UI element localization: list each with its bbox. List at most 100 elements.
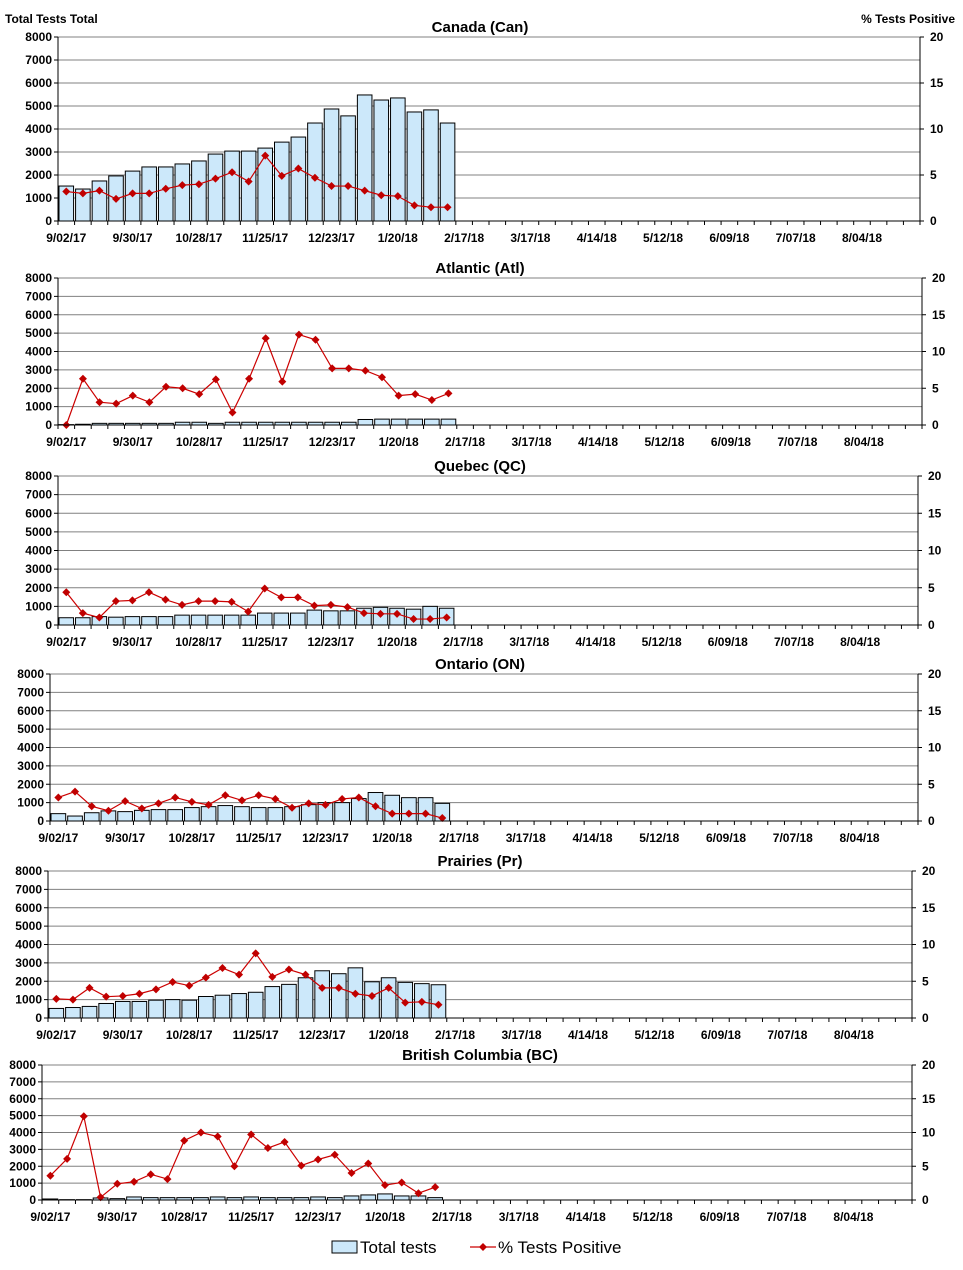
y-left-tick-label: 2000 (25, 168, 52, 182)
x-tick-label: 9/30/17 (112, 635, 152, 649)
y-left-tick-label: 4000 (9, 1126, 36, 1140)
point-pct-positive (78, 189, 87, 198)
x-tick-label: 9/02/17 (38, 831, 78, 845)
point-pct-positive (95, 186, 104, 195)
point-pct-positive (104, 806, 113, 815)
legend: Total tests % Tests Positive (331, 1238, 621, 1257)
y-right-tick-label: 15 (922, 1092, 936, 1106)
point-pct-positive (213, 1132, 222, 1141)
x-tick-label: 11/25/17 (242, 231, 288, 245)
point-pct-positive (163, 1175, 172, 1184)
point-pct-positive (409, 615, 418, 624)
bar-total-tests (167, 809, 184, 822)
x-tick-label: 11/25/17 (236, 831, 282, 845)
y-left-tick-label: 1000 (25, 400, 52, 414)
bar-total-tests (247, 991, 264, 1019)
y-right-tick-label: 20 (932, 271, 946, 285)
y-left-tick-label: 7000 (17, 685, 44, 699)
point-pct-positive (178, 181, 187, 190)
y-left-tick-label: 4000 (25, 122, 52, 136)
point-pct-positive (168, 977, 177, 986)
point-pct-positive (411, 390, 420, 399)
point-pct-positive (278, 377, 287, 386)
y-left-tick-label: 8000 (15, 864, 42, 878)
x-tick-label: 11/25/17 (233, 1028, 279, 1042)
bar-total-tests (240, 150, 257, 222)
point-pct-positive (421, 809, 430, 818)
line-pct-positive (49, 1114, 436, 1199)
point-pct-positive (380, 1181, 389, 1190)
point-pct-positive (284, 965, 293, 974)
point-pct-positive (211, 375, 220, 384)
point-pct-positive (244, 607, 253, 616)
chart-title: Quebec (QC) (434, 458, 526, 475)
point-pct-positive (434, 1000, 443, 1009)
bar-total-tests (373, 99, 390, 222)
point-pct-positive (137, 804, 146, 813)
x-tick-label: 10/28/17 (176, 435, 223, 449)
bar-total-tests (67, 815, 83, 822)
point-pct-positive (359, 609, 368, 618)
y-left-tick-label: 3000 (25, 145, 52, 159)
bar-total-tests (360, 1194, 377, 1201)
point-pct-positive (326, 600, 335, 609)
x-tick-label: 9/30/17 (97, 1210, 137, 1224)
y-right-tick-label: 20 (930, 30, 944, 44)
y-left-tick-label: 4000 (25, 345, 52, 359)
x-tick-label: 10/28/17 (176, 231, 223, 245)
point-pct-positive (235, 970, 244, 979)
y-left-tick-label: 3000 (9, 1142, 36, 1156)
x-tick-label: 3/17/18 (509, 635, 549, 649)
bar-total-tests (217, 805, 234, 822)
y-right-tick-label: 0 (930, 214, 937, 228)
chart-panel-4: 0 1000 2000 3000 4000 5000 6000 7000 8000 0 5 10 15 2… (15, 853, 935, 1042)
point-pct-positive (394, 391, 403, 400)
x-tick-label: 11/25/17 (242, 635, 288, 649)
bar-total-tests (377, 1193, 393, 1201)
bar-total-tests (141, 616, 157, 626)
point-pct-positive (364, 1159, 373, 1168)
x-tick-label: 5/12/18 (642, 635, 682, 649)
point-pct-positive (401, 998, 410, 1007)
y-right-tick-label: 15 (922, 901, 936, 915)
point-pct-positive (112, 399, 121, 408)
x-tick-label: 12/23/17 (308, 635, 355, 649)
point-pct-positive (344, 182, 353, 191)
bar-total-tests (374, 418, 390, 426)
x-tick-label: 7/07/18 (776, 231, 816, 245)
y-left-tick-label: 7000 (25, 53, 52, 67)
x-tick-label: 6/09/18 (709, 231, 749, 245)
x-tick-label: 4/14/18 (572, 831, 612, 845)
y-right-tick-label: 5 (922, 1159, 929, 1173)
point-pct-positive (261, 334, 270, 343)
point-pct-positive (237, 796, 246, 805)
y-left-tick-label: 0 (29, 1193, 36, 1207)
point-pct-positive (145, 189, 154, 198)
y-right-tick-label: 0 (922, 1193, 929, 1207)
y-left-tick-label: 5000 (15, 919, 42, 933)
x-tick-label: 9/02/17 (36, 1028, 76, 1042)
chart-title: Atlantic (Atl) (435, 260, 524, 277)
y-right-tick-label: 15 (928, 506, 942, 520)
y-left-tick-label: 1000 (9, 1176, 36, 1190)
x-tick-label: 8/04/18 (833, 1210, 873, 1224)
point-pct-positive (431, 1183, 440, 1192)
bar-total-tests (150, 809, 167, 822)
point-pct-positive (146, 1170, 155, 1179)
point-pct-positive (280, 1137, 289, 1146)
point-pct-positive (218, 964, 227, 973)
y-left-tick-label: 3000 (17, 759, 44, 773)
point-pct-positive (361, 366, 370, 375)
x-tick-label: 6/09/18 (701, 1028, 741, 1042)
x-tick-label: 9/30/17 (103, 1028, 143, 1042)
x-tick-label: 4/14/18 (568, 1028, 608, 1042)
point-pct-positive (145, 398, 154, 407)
y-left-tick-label: 8000 (25, 469, 52, 483)
bar-total-tests (334, 802, 350, 822)
y-left-tick-label: 7000 (25, 289, 52, 303)
point-pct-positive (288, 803, 297, 812)
bar-total-tests (148, 999, 164, 1019)
point-pct-positive (388, 809, 397, 818)
point-pct-positive (211, 597, 220, 606)
point-pct-positive (417, 997, 426, 1006)
